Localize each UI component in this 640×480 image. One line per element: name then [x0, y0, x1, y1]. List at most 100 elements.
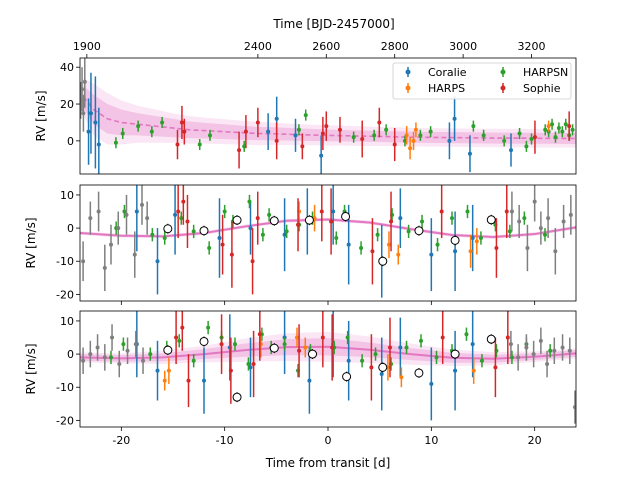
top-coralie-point	[96, 142, 101, 147]
top-harps-point	[404, 133, 409, 138]
bottom-extra-point	[560, 345, 565, 350]
bottom-sophie-point	[369, 365, 374, 370]
bottom-harpsn-point	[148, 352, 153, 357]
bottom-extra-point	[102, 355, 107, 360]
middle-harpsn-point	[162, 236, 167, 241]
bottom-y-tick-label: -20	[56, 414, 74, 427]
top-harpsn-point	[428, 129, 433, 134]
bottom-sophie-point	[320, 335, 325, 340]
top-panel: 0 20 40 1900 2400 2600 2800 3000 3200 Time [BJD-…	[34, 17, 577, 175]
middle-harps-point	[474, 239, 479, 244]
middle-harpsn-point	[191, 229, 196, 234]
bottom-extra-point	[531, 352, 536, 357]
top-sophie-point	[567, 124, 572, 129]
bottom-extra-point	[516, 355, 521, 360]
middle-binned-point	[199, 226, 209, 236]
top-coralie-point	[274, 116, 279, 121]
top-sophie-point	[182, 129, 187, 134]
bottom-sophie-point	[186, 378, 191, 383]
bottom-binned-point	[163, 345, 173, 355]
bottom-harps-point	[399, 375, 404, 380]
top-extra-point	[80, 87, 85, 92]
top-sophie-point	[377, 120, 382, 125]
middle-binned-point	[304, 215, 314, 225]
bottom-sophie-point	[493, 365, 498, 370]
top-harps-point	[408, 146, 413, 151]
bottom-binned-point	[378, 362, 388, 372]
middle-extra-point	[553, 249, 558, 254]
legend-harpsn-label: HARPSN	[523, 66, 568, 79]
top-y-tick-label: 40	[60, 61, 74, 74]
middle-extra-point	[96, 209, 101, 214]
top-harpsn-point	[160, 120, 165, 125]
top-sophie-point	[243, 129, 248, 134]
bottom-extra-point	[552, 348, 557, 353]
middle-sophie-point	[250, 259, 255, 264]
middle-binned-point	[232, 215, 242, 225]
bottom-coralie-point	[155, 368, 160, 373]
middle-sophie-point	[220, 242, 225, 247]
bottom-harpsn-point	[345, 335, 350, 340]
bottom-binned-point	[232, 392, 242, 402]
top-harpsn-point	[553, 135, 558, 140]
top-harpsn-point	[296, 127, 301, 132]
top-extra-point	[82, 79, 87, 84]
bottom-coralie-point	[398, 345, 403, 350]
middle-extra-point	[116, 226, 121, 231]
middle-harpsn-point	[207, 245, 212, 250]
middle-extra-point	[532, 199, 537, 204]
top-harpsn-point	[570, 127, 575, 132]
top-coralie-point	[86, 129, 91, 134]
top-harpsn-point	[120, 131, 125, 136]
bottom-sophie-point	[251, 362, 256, 367]
bottom-binned-point	[308, 349, 317, 359]
top-harpsn-point	[149, 129, 154, 134]
middle-extra-point	[568, 212, 573, 217]
top-sophie-point	[274, 138, 279, 143]
middle-harpsn-point	[435, 242, 440, 247]
top-sophie-point	[337, 127, 342, 132]
middle-binned-point	[450, 235, 460, 245]
middle-extra-point	[509, 209, 514, 214]
bottom-extra-point	[538, 338, 543, 343]
bottom-harps-point	[162, 378, 167, 383]
top-coralie-point	[88, 111, 93, 116]
middle-binned-point	[486, 215, 496, 225]
middle-sophie-point	[185, 219, 190, 224]
bottom-coralie-point	[429, 381, 434, 386]
middle-coralie-point	[282, 232, 287, 237]
bottom-harpsn-point	[191, 358, 196, 363]
top-coralie-point	[93, 120, 98, 125]
bottom-x-tick-label: 0	[325, 434, 332, 447]
top-harpsn-point	[563, 122, 568, 127]
bottom-extra-point	[95, 345, 100, 350]
legend-sophie-label: Sophie	[523, 82, 561, 95]
middle-sophie-point	[504, 209, 509, 214]
bottom-harpsn-point	[548, 348, 553, 353]
bottom-binned-point	[269, 343, 279, 353]
bottom-harps-point	[303, 345, 308, 350]
bottom-harps-point	[471, 368, 476, 373]
middle-y-tick-label: -10	[56, 255, 74, 268]
top-x-tick-label: 2400	[244, 40, 272, 53]
top-harpsn-point	[471, 124, 476, 129]
middle-coralie-point	[173, 212, 178, 217]
middle-sophie-point	[389, 219, 394, 224]
middle-sophie-point	[329, 219, 334, 224]
middle-harpsn-point	[247, 199, 252, 204]
middle-harps-point	[468, 249, 473, 254]
top-x-tick-label: 3200	[518, 40, 546, 53]
bottom-harpsn-point	[360, 358, 365, 363]
middle-coralie-point	[398, 216, 403, 221]
bottom-harps-point	[166, 368, 171, 373]
middle-extra-point	[88, 216, 93, 221]
bottom-harpsn-point	[246, 362, 251, 367]
bottom-binned-point	[199, 336, 209, 346]
middle-extra-point	[109, 242, 113, 247]
bottom-sophie-point	[219, 342, 224, 347]
middle-harpsn-point	[179, 216, 184, 221]
top-harpsn-point	[418, 133, 423, 138]
bottom-coralie-point	[470, 342, 475, 347]
top-harpsn-point	[303, 113, 308, 118]
middle-harpsn-point	[284, 229, 289, 234]
